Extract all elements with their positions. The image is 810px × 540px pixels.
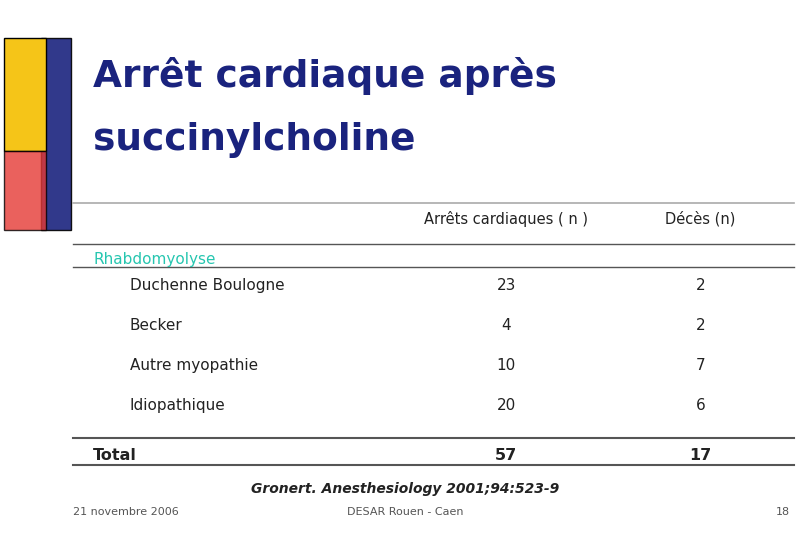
Text: 2: 2 [696, 278, 706, 293]
Text: Gronert. Anesthesiology 2001;94:523-9: Gronert. Anesthesiology 2001;94:523-9 [251, 482, 559, 496]
Text: Autre myopathie: Autre myopathie [130, 358, 258, 373]
Text: 20: 20 [497, 398, 516, 413]
Text: 10: 10 [497, 358, 516, 373]
Text: DESAR Rouen - Caen: DESAR Rouen - Caen [347, 507, 463, 517]
Text: Arrêt cardiaque après: Arrêt cardiaque après [93, 57, 557, 94]
Text: 17: 17 [689, 448, 712, 463]
Text: 23: 23 [497, 278, 516, 293]
Text: 7: 7 [696, 358, 706, 373]
Text: Arrêts cardiaques ( n ): Arrêts cardiaques ( n ) [424, 211, 588, 227]
Text: Duchenne Boulogne: Duchenne Boulogne [130, 278, 284, 293]
Text: Total: Total [93, 448, 137, 463]
Text: Idiopathique: Idiopathique [130, 398, 225, 413]
Text: Rhabdomyolyse: Rhabdomyolyse [93, 252, 215, 267]
Text: 6: 6 [696, 398, 706, 413]
Text: 57: 57 [495, 448, 518, 463]
Text: 21 novembre 2006: 21 novembre 2006 [73, 507, 179, 517]
Text: succinylcholine: succinylcholine [93, 122, 416, 158]
Text: 18: 18 [776, 507, 790, 517]
Text: 4: 4 [501, 318, 511, 333]
Text: Becker: Becker [130, 318, 182, 333]
Text: 2: 2 [696, 318, 706, 333]
Text: Décès (n): Décès (n) [666, 211, 735, 226]
